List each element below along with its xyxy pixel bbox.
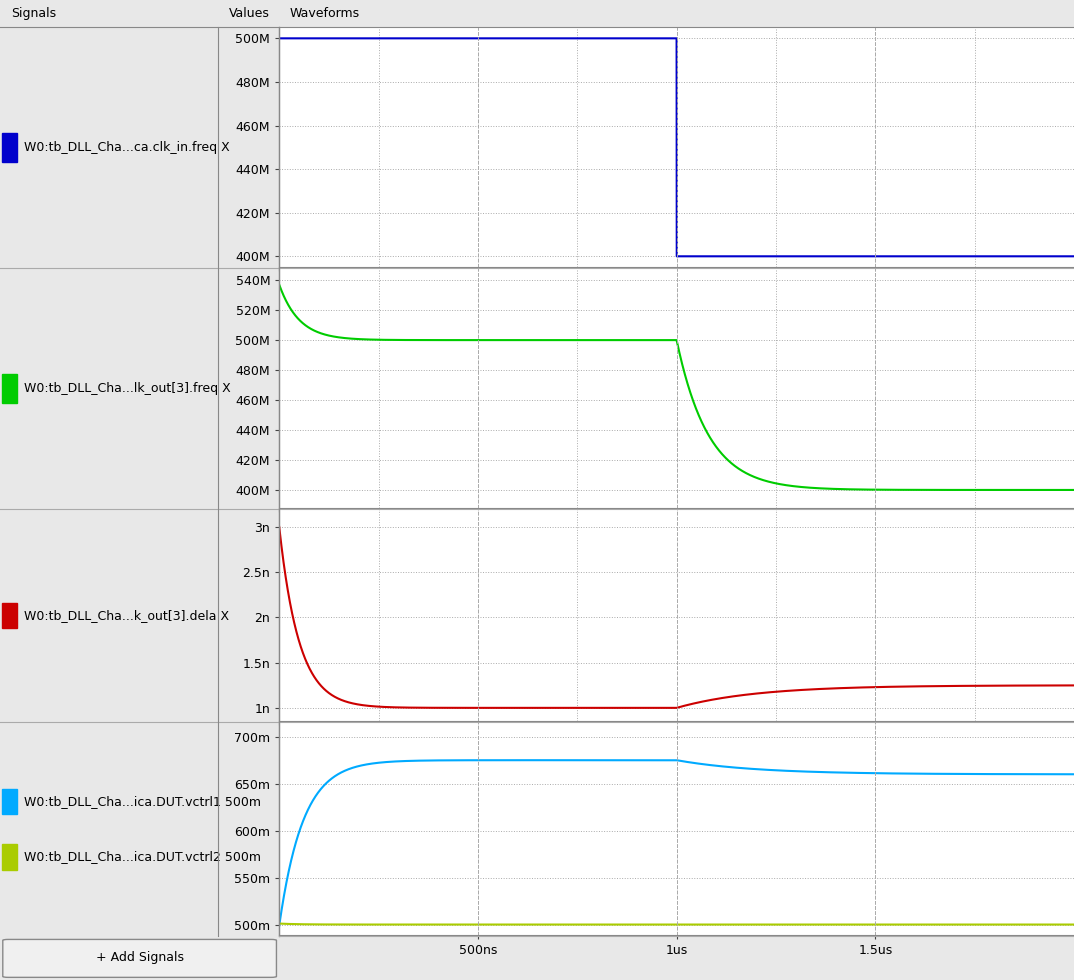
Bar	[2, 844, 17, 869]
Bar	[2, 789, 17, 814]
Text: + Add Signals: + Add Signals	[96, 952, 184, 964]
Bar	[2, 133, 17, 163]
Text: W0:tb_DLL_Cha...ca.clk_in.freq X: W0:tb_DLL_Cha...ca.clk_in.freq X	[24, 141, 230, 154]
Text: Values: Values	[229, 7, 270, 21]
Text: W0:tb_DLL_Cha...k_out[3].dela X: W0:tb_DLL_Cha...k_out[3].dela X	[24, 610, 229, 622]
Text: W0:tb_DLL_Cha...ica.DUT.vctrl1 500m: W0:tb_DLL_Cha...ica.DUT.vctrl1 500m	[24, 795, 261, 808]
Text: W0:tb_DLL_Cha...lk_out[3].freq X: W0:tb_DLL_Cha...lk_out[3].freq X	[24, 382, 231, 395]
Text: Waveforms: Waveforms	[290, 7, 360, 21]
Bar	[2, 374, 17, 403]
Text: Signals: Signals	[11, 7, 56, 21]
FancyBboxPatch shape	[3, 940, 276, 977]
Text: W0:tb_DLL_Cha...ica.DUT.vctrl2 500m: W0:tb_DLL_Cha...ica.DUT.vctrl2 500m	[24, 851, 261, 863]
Bar	[2, 603, 17, 628]
